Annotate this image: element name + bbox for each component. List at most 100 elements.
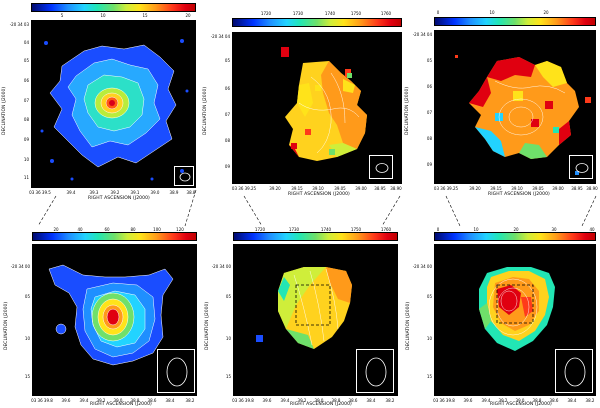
x-tick: 38.6 [348, 398, 358, 403]
x-tick: 39.4 [79, 398, 89, 403]
x-tick: 39.00 [355, 186, 367, 191]
y-tick: 05 [426, 58, 432, 63]
colorbar-tick: 5 [60, 13, 64, 18]
x-tick: 03 36 39.8 [31, 398, 53, 403]
y-tick: 07 [23, 98, 29, 103]
y-tick: -20 34 04 [412, 32, 432, 37]
y-tick: -20 34 04 [210, 34, 230, 39]
x-tick: 03 36 39.25 [231, 186, 257, 191]
colorbar-tick: 1760 [380, 11, 392, 16]
colorbar [232, 18, 402, 27]
x-tick: 39.10 [511, 186, 523, 191]
x-tick: 39.2 [498, 398, 508, 403]
intensity-map [32, 244, 197, 396]
colorbar-tick: 10 [473, 227, 479, 232]
colorbar-tick: 60 [104, 227, 110, 232]
colorbar-tick: 10 [100, 13, 106, 18]
y-tick: 05 [426, 294, 432, 299]
colorbar [434, 17, 596, 26]
x-tick: 38.2 [185, 398, 195, 403]
x-tick: 38.8 [186, 190, 196, 195]
y-tick: 04 [23, 40, 29, 45]
x-tick: 39.2 [110, 190, 120, 195]
x-tick: 39.4 [280, 398, 290, 403]
x-tick: 39.6 [262, 398, 272, 403]
y-tick: 10 [225, 336, 231, 341]
colorbar [434, 232, 596, 241]
colorbar-tick: 120 [176, 227, 184, 232]
y-tick: 07 [224, 112, 230, 117]
y-tick: 09 [426, 162, 432, 167]
y-tick: -20 34 00 [412, 264, 432, 269]
colorbar-tick: 15 [142, 13, 148, 18]
x-tick: 38.4 [165, 398, 175, 403]
colorbar-tick: 80 [130, 227, 136, 232]
y-tick: 08 [224, 138, 230, 143]
x-tick: 39.6 [463, 398, 473, 403]
colorbar-tick: 40 [77, 227, 83, 232]
x-tick: 39.15 [291, 186, 303, 191]
colorbar-tick: 1740 [324, 11, 336, 16]
x-tick: 38.9 [169, 190, 179, 195]
y-tick: 06 [23, 78, 29, 83]
y-tick: 08 [426, 136, 432, 141]
x-tick: 38.8 [130, 398, 140, 403]
colorbar-tick: 30 [551, 227, 557, 232]
beam-box [157, 349, 195, 393]
colorbar-tick: 10 [489, 10, 495, 15]
x-axis-title: RIGHT ASCENSION (J2000) [288, 192, 350, 197]
x-tick: 39.0 [515, 398, 525, 403]
y-tick: 09 [224, 164, 230, 169]
x-axis-title: RIGHT ASCENSION (J2000) [488, 192, 550, 197]
x-tick: 39.0 [113, 398, 123, 403]
x-tick: 39.20 [469, 186, 481, 191]
y-tick: 15 [24, 374, 30, 379]
y-axis-title: DECLINATION (J2000) [205, 301, 210, 350]
colorbar [233, 232, 398, 241]
colorbar-tick: 20 [513, 227, 519, 232]
y-tick: -20 34 00 [211, 264, 231, 269]
x-tick: 03 36 39.5 [29, 190, 51, 195]
colorbar-tick: 20 [53, 227, 59, 232]
beam-box [174, 166, 194, 186]
y-tick: 05 [24, 294, 30, 299]
y-axis-title: DECLINATION (J2000) [406, 301, 411, 350]
y-tick: 06 [224, 86, 230, 91]
y-tick: 15 [225, 374, 231, 379]
y-axis-title: DECLINATION (J2000) [2, 86, 7, 135]
y-tick: 10 [24, 336, 30, 341]
dispersion-map [434, 244, 596, 396]
colorbar [31, 3, 196, 12]
x-tick: 39.00 [552, 186, 564, 191]
y-tick: 05 [225, 294, 231, 299]
colorbar-tick: 1740 [320, 227, 332, 232]
x-tick: 38.8 [331, 398, 341, 403]
x-tick: 39.2 [297, 398, 307, 403]
x-axis-title: RIGHT ASCENSION (J2000) [490, 402, 552, 407]
x-tick: 39.20 [269, 186, 281, 191]
x-axis-title: RIGHT ASCENSION (J2000) [88, 196, 150, 201]
y-tick: 10 [426, 336, 432, 341]
y-tick: 10 [23, 157, 29, 162]
x-tick: 03 36 39.8 [232, 398, 254, 403]
colorbar-tick: 1730 [288, 227, 300, 232]
colorbar [32, 232, 197, 241]
x-tick: 38.6 [549, 398, 559, 403]
colorbar-tick: 1730 [292, 11, 304, 16]
x-tick: 39.1 [130, 190, 140, 195]
velocity-map [232, 32, 402, 184]
x-tick: 38.2 [385, 398, 395, 403]
x-tick: 39.4 [481, 398, 491, 403]
beam-box [356, 349, 394, 393]
x-tick: 38.95 [571, 186, 583, 191]
intensity-map [31, 20, 196, 188]
beam-box [369, 155, 393, 179]
x-tick: 38.4 [567, 398, 577, 403]
x-tick: 39.4 [66, 190, 76, 195]
colorbar-tick: 0 [436, 227, 440, 232]
colorbar-tick: 1720 [254, 227, 266, 232]
y-axis-title: DECLINATION (J2000) [405, 86, 410, 135]
colorbar-tick: 1750 [350, 11, 362, 16]
x-tick: 38.6 [147, 398, 157, 403]
colorbar-tick: 20 [185, 13, 191, 18]
